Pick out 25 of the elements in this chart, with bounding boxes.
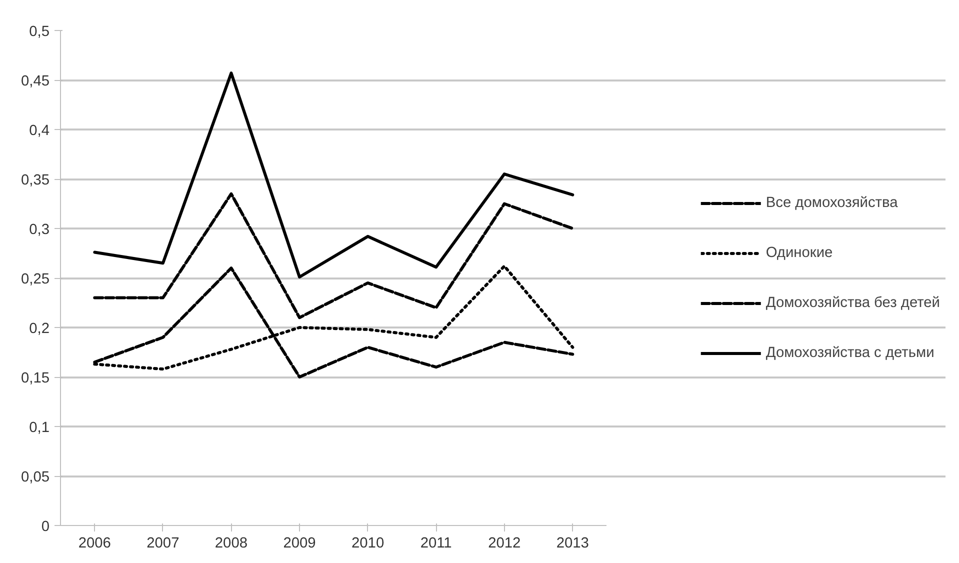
- y-tick-label: 0,35: [20, 172, 50, 188]
- x-tick-label: 2010: [351, 536, 384, 552]
- legend-label: Домохозяйства без детей: [766, 294, 940, 310]
- legend-label: Домохозяйства с детьми: [766, 344, 934, 360]
- legend-label: Одинокие: [766, 244, 833, 260]
- y-tick-label: 0,25: [20, 272, 50, 288]
- y-tick-label: 0: [41, 519, 50, 535]
- x-tick-label: 2007: [146, 536, 180, 552]
- y-tick-label: 0,2: [29, 321, 50, 337]
- line-series: [93, 72, 574, 279]
- line-series: [93, 192, 574, 320]
- y-tick-label: 0,15: [20, 370, 50, 386]
- x-tick-label: 2006: [78, 536, 111, 552]
- y-tick-label: 0,05: [20, 470, 50, 486]
- y-tick-label: 0,1: [29, 420, 50, 436]
- x-tick-label: 2013: [556, 536, 589, 552]
- y-tick-label: 0,45: [20, 74, 50, 90]
- y-tick-label: 0,5: [29, 24, 50, 40]
- x-tick-label: 2012: [488, 536, 521, 552]
- y-tick-label: 0,4: [29, 123, 50, 139]
- x-tick-label: 2009: [283, 536, 316, 552]
- x-tick-label: 2011: [420, 536, 452, 552]
- legend-label: Все домохозяйства: [766, 194, 898, 210]
- x-tick-label: 2008: [214, 536, 248, 552]
- y-tick-label: 0,3: [29, 222, 50, 238]
